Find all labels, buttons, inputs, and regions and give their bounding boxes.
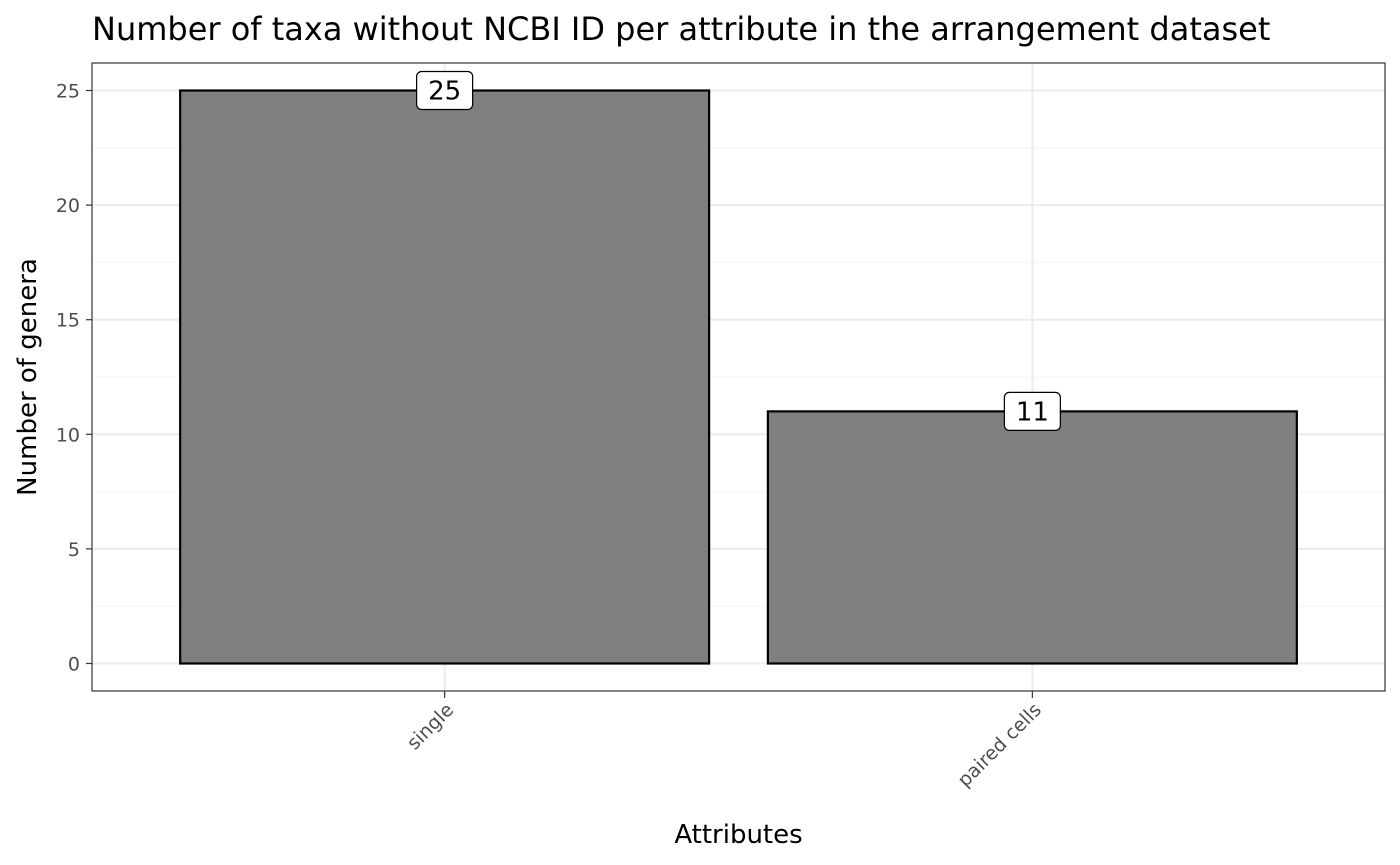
data-label-box — [416, 70, 474, 111]
data-label-box — [1003, 391, 1061, 431]
x-axis: single paired cells — [403, 691, 1046, 791]
y-tick-label: 15 — [56, 310, 80, 332]
data-labels: 25 11 — [416, 70, 1061, 431]
bar — [766, 410, 1298, 665]
y-tick-label: 10 — [56, 424, 80, 446]
y-tick-label: 20 — [56, 195, 80, 217]
x-axis-title: Attributes — [674, 820, 802, 850]
y-tick-label: 25 — [56, 81, 80, 103]
bars — [179, 89, 1298, 665]
bar — [179, 89, 711, 665]
data-label: 11 — [1016, 397, 1049, 427]
x-tick-label: single — [403, 699, 458, 754]
y-tick-label: 5 — [68, 539, 80, 561]
y-tick-label: 0 — [68, 653, 80, 675]
chart-title: Number of taxa without NCBI ID per attri… — [92, 10, 1270, 48]
panel-border — [91, 62, 1386, 692]
y-axis: 0 5 10 15 20 25 — [56, 81, 92, 675]
data-label: 25 — [428, 77, 461, 107]
x-tick-label: paired cells — [953, 699, 1045, 791]
y-axis-title: Number of genera — [13, 258, 43, 496]
